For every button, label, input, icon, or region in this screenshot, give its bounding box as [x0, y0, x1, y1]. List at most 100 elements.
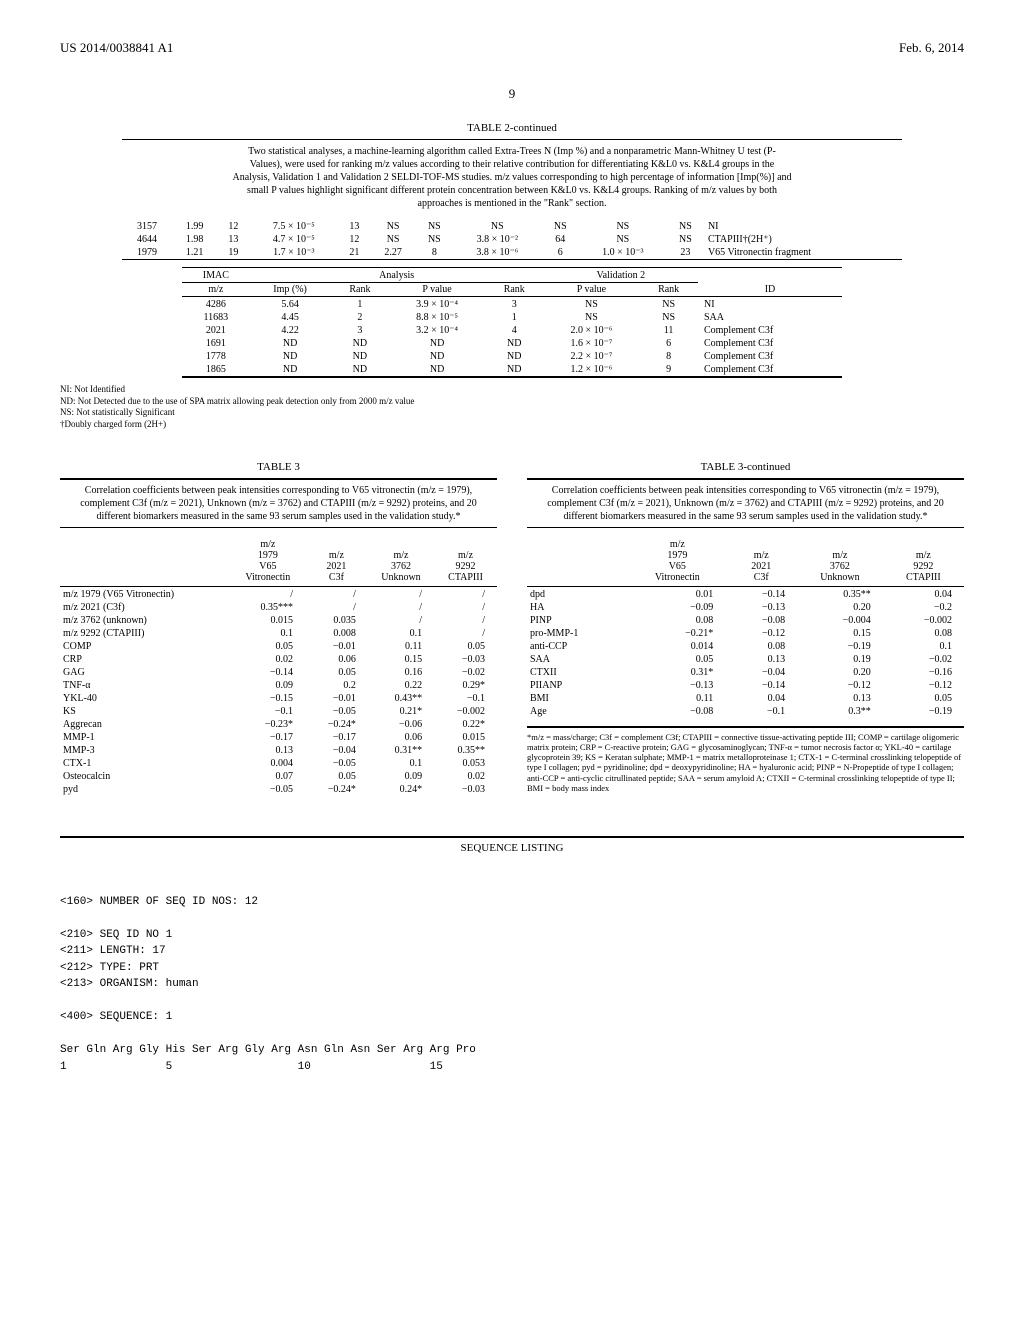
- table-cell: 21: [338, 246, 370, 260]
- table-cell: 0.08: [883, 627, 964, 640]
- table-cell: 0.3**: [797, 705, 883, 718]
- table-cell: −0.05: [305, 757, 368, 770]
- table-cell: −0.14: [725, 679, 797, 692]
- row-label: m/z 2021 (C3f): [60, 601, 231, 614]
- table-cell: 1.6 × 10⁻⁷: [544, 337, 640, 350]
- table-cell: 4644: [122, 233, 172, 246]
- page-header: US 2014/0038841 A1 Feb. 6, 2014: [60, 40, 964, 56]
- page-number: 9: [60, 86, 964, 102]
- table-cell: ND: [485, 337, 544, 350]
- table-cell: 2.27: [370, 246, 415, 260]
- table-cell: 11683: [182, 311, 250, 324]
- table-cell: 0.05: [305, 770, 368, 783]
- table-cell: 0.05: [305, 666, 368, 679]
- table-cell: ND: [389, 363, 485, 377]
- table-cell: NS: [416, 233, 453, 246]
- table-cell: 0.04: [883, 588, 964, 601]
- table-cell: 7.5 × 10⁻⁵: [249, 220, 338, 233]
- row-label: dpd: [527, 588, 629, 601]
- table-cell: −0.004: [797, 614, 883, 627]
- table-cell: −0.13: [629, 679, 725, 692]
- table-cell: 0.13: [231, 744, 305, 757]
- table-cell: 0.35**: [797, 588, 883, 601]
- table-cell: ND: [331, 337, 390, 350]
- row-label: COMP: [60, 640, 231, 653]
- row-label: SAA: [527, 653, 629, 666]
- publication-number: US 2014/0038841 A1: [60, 40, 173, 56]
- table-cell: 0.015: [231, 614, 305, 627]
- table-cell: 0.05: [629, 653, 725, 666]
- table-cell: −0.24*: [305, 783, 368, 796]
- table-cell: 2: [331, 311, 390, 324]
- table-cell: 0.01: [629, 588, 725, 601]
- table-cell: 0.35***: [231, 601, 305, 614]
- table-cell: 0.31*: [629, 666, 725, 679]
- table-cell: /: [434, 614, 497, 627]
- table-cell: NS: [544, 311, 640, 324]
- row-label: PINP: [527, 614, 629, 627]
- table2-part-b: IMAC Analysis Validation 2 m/zImp (%)Ran…: [182, 267, 842, 379]
- table-cell: 4.7 × 10⁻⁵: [249, 233, 338, 246]
- row-label: pyd: [60, 783, 231, 796]
- table-cell: 1865: [182, 363, 250, 377]
- column-header: m/z9292CTAPIII: [434, 538, 497, 587]
- table-cell: /: [305, 601, 368, 614]
- table-cell: /: [434, 588, 497, 601]
- table2-caption: Two statistical analyses, a machine-lear…: [232, 145, 792, 210]
- table-cell: NS: [544, 298, 640, 311]
- table-cell: ND: [250, 363, 331, 377]
- table-cell: NS: [370, 233, 415, 246]
- row-label: Age: [527, 705, 629, 718]
- table-cell: −0.002: [434, 705, 497, 718]
- table-cell: 0.05: [883, 692, 964, 705]
- sequence-listing-title: SEQUENCE LISTING: [60, 836, 964, 854]
- table-cell: −0.03: [434, 783, 497, 796]
- table-cell: NS: [639, 298, 698, 311]
- table-cell: 0.2: [305, 679, 368, 692]
- table-cell: −0.01: [305, 692, 368, 705]
- column-header: m/z1979V65Vitronectin: [629, 538, 725, 587]
- row-label: CTXII: [527, 666, 629, 679]
- table-cell: ND: [331, 363, 390, 377]
- table-cell: −0.21*: [629, 627, 725, 640]
- row-label: m/z 9292 (CTAPIII): [60, 627, 231, 640]
- row-label: TNF-α: [60, 679, 231, 692]
- table-cell: 8.8 × 10⁻⁵: [389, 311, 485, 324]
- table-cell: 0.015: [434, 731, 497, 744]
- table-cell: 0.08: [629, 614, 725, 627]
- table-cell: Complement C3f: [698, 337, 842, 350]
- table-cell: 0.1: [883, 640, 964, 653]
- table-cell: 0.08: [725, 640, 797, 653]
- table-cell: 1.7 × 10⁻³: [249, 246, 338, 260]
- table-cell: 0.31**: [368, 744, 434, 757]
- table-cell: NS: [416, 220, 453, 233]
- table-cell: 1.99: [172, 220, 217, 233]
- table-cell: 0.02: [434, 770, 497, 783]
- table-cell: 6: [639, 337, 698, 350]
- table-cell: ND: [389, 337, 485, 350]
- table3-right: m/z1979V65Vitronectinm/z2021C3fm/z3762Un…: [527, 538, 964, 718]
- table-cell: 8: [639, 350, 698, 363]
- table3-footnote: *m/z = mass/charge; C3f = complement C3f…: [527, 726, 964, 793]
- table-cell: −0.09: [629, 601, 725, 614]
- row-label: BMI: [527, 692, 629, 705]
- t2b-group-imac: IMAC: [182, 269, 250, 283]
- table-cell: 23: [667, 246, 704, 260]
- footnote-line: NS: Not statistically Significant: [60, 407, 964, 419]
- table-cell: 1: [485, 311, 544, 324]
- row-label: KS: [60, 705, 231, 718]
- table-cell: 3.9 × 10⁻⁴: [389, 298, 485, 311]
- column-header: [60, 538, 231, 587]
- table-cell: −0.05: [231, 783, 305, 796]
- table-cell: NS: [667, 220, 704, 233]
- t2b-group-analysis: Analysis: [250, 269, 544, 283]
- table-cell: −0.04: [305, 744, 368, 757]
- table-cell: −0.08: [629, 705, 725, 718]
- table-cell: −0.13: [725, 601, 797, 614]
- table-cell: 2021: [182, 324, 250, 337]
- table2-part-a: 31571.99127.5 × 10⁻⁵13NSNSNSNSNSNSNI4644…: [122, 220, 902, 261]
- table-cell: −0.03: [434, 653, 497, 666]
- table-cell: −0.12: [883, 679, 964, 692]
- table-cell: 0.1: [368, 757, 434, 770]
- column-header: [527, 538, 629, 587]
